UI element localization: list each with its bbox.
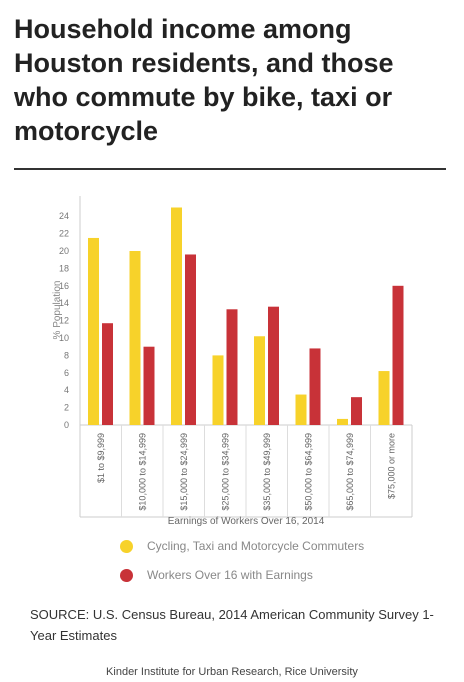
- bar-workers: [226, 309, 238, 425]
- bar-commuters: [337, 418, 348, 425]
- credit-line: Kinder Institute for Urban Research, Ric…: [106, 666, 358, 678]
- bar-workers: [185, 254, 196, 425]
- bar-workers: [351, 397, 362, 425]
- y-tick-label: 20: [59, 246, 69, 256]
- source-note: SOURCE: U.S. Census Bureau, 2014 America…: [30, 607, 434, 643]
- legend-item-commuters: Cycling, Taxi and Motorcycle Commuters: [120, 536, 364, 556]
- y-tick-label: 6: [64, 368, 69, 378]
- x-tick-label: $15,000 to $24,999: [179, 433, 189, 511]
- bar-commuters: [129, 251, 141, 425]
- bar-workers: [102, 323, 113, 425]
- bar-workers: [309, 348, 321, 425]
- legend-swatch-workers: [120, 568, 133, 582]
- legend-swatch-commuters: [120, 539, 133, 553]
- y-tick-label: 24: [59, 211, 69, 221]
- y-tick-label: 0: [64, 420, 69, 430]
- y-tick-label: 16: [59, 281, 69, 291]
- bar-workers: [143, 346, 155, 425]
- x-tick-label: $10,000 to $14,999: [137, 433, 147, 511]
- bar-commuters: [254, 336, 265, 425]
- y-tick-label: 4: [64, 385, 69, 395]
- bar-workers: [392, 285, 404, 425]
- legend-label-commuters: Cycling, Taxi and Motorcycle Commuters: [147, 539, 365, 553]
- y-tick-label: 18: [59, 263, 69, 273]
- y-tick-label: 14: [59, 298, 69, 308]
- y-tick-label: 2: [64, 403, 69, 413]
- y-tick-label: 10: [59, 333, 69, 343]
- bar-commuters: [171, 207, 182, 425]
- x-tick-label: $50,000 to $64,999: [303, 433, 313, 511]
- legend-item-workers: Workers Over 16 with Earnings: [120, 565, 313, 585]
- y-axis-label: % Population: [52, 281, 63, 340]
- legend-label-workers: Workers Over 16 with Earnings: [147, 568, 313, 582]
- y-tick-label: 22: [59, 229, 69, 239]
- x-tick-label: $65,000 to $74,999: [345, 433, 355, 511]
- chart-title: Household income among Houston residents…: [14, 14, 394, 146]
- x-axis-label: Earnings of Workers Over 16, 2014: [168, 516, 325, 527]
- x-tick-label: $25,000 to $34,999: [220, 433, 230, 511]
- y-tick-label: 8: [64, 350, 69, 360]
- bar-commuters: [295, 394, 307, 425]
- x-tick-label: $75,000 or more: [386, 433, 396, 499]
- x-tick-label: $1 to $9,999: [96, 433, 106, 483]
- bar-commuters: [212, 355, 224, 425]
- y-tick-label: 12: [59, 316, 69, 326]
- bar-workers: [268, 306, 279, 425]
- bar-commuters: [378, 371, 390, 425]
- bar-commuters: [88, 237, 99, 425]
- x-tick-label: $35,000 to $49,999: [262, 433, 272, 511]
- title-divider: [14, 168, 446, 170]
